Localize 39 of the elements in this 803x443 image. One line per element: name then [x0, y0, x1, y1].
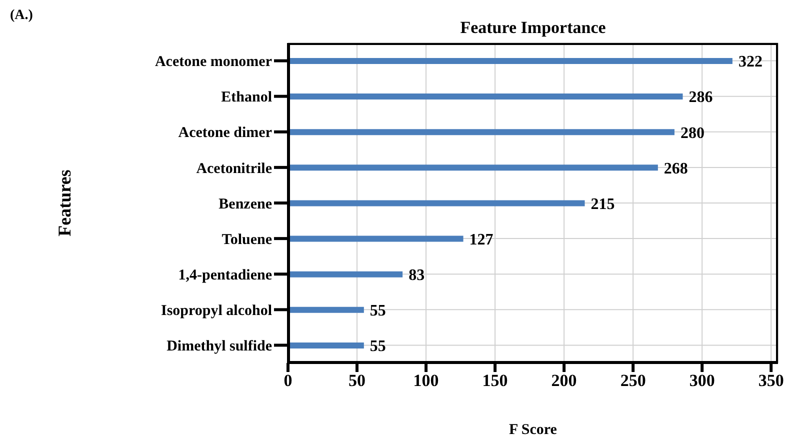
- bar: [288, 200, 585, 206]
- bar: [288, 164, 658, 171]
- x-axis-title: F Score: [508, 422, 558, 439]
- x-tick-label: 0: [284, 371, 292, 390]
- y-tick-label: Acetonitrile: [196, 160, 272, 177]
- bar: [288, 58, 732, 64]
- y-tick-label: Isopropyl alcohol: [161, 302, 272, 319]
- x-tick-label: 150: [482, 371, 508, 390]
- data-label: 280: [680, 124, 704, 142]
- x-tick-label: 250: [620, 371, 646, 390]
- y-tick-label: Ethanol: [221, 90, 272, 106]
- bar: [288, 306, 364, 313]
- bar: [288, 271, 403, 278]
- data-label: 322: [738, 54, 762, 71]
- data-label: 83: [408, 267, 425, 284]
- x-tick-label: 100: [413, 371, 439, 390]
- data-label: 268: [664, 160, 688, 178]
- data-label: 215: [590, 196, 615, 213]
- bar: [288, 129, 674, 136]
- text: (A.): [10, 8, 33, 24]
- y-axis-title: Features: [54, 170, 76, 236]
- x-tick-label: 300: [689, 371, 715, 390]
- y-tick-label: Benzene: [218, 196, 272, 212]
- bar: [288, 94, 683, 100]
- y-tick-label: Toluene: [222, 232, 272, 248]
- y-tick-label: Acetone monomer: [154, 54, 272, 70]
- data-label: 127: [469, 231, 494, 248]
- data-label: 286: [688, 89, 713, 106]
- bar: [288, 342, 364, 348]
- bar: [288, 236, 464, 242]
- data-label: 55: [370, 302, 386, 320]
- x-tick-label: 350: [758, 371, 784, 390]
- x-tick-label: 50: [348, 371, 366, 390]
- x-tick-label: 200: [551, 371, 577, 390]
- y-tick-label: Acetone dimer: [178, 125, 272, 142]
- data-label: 55: [370, 338, 386, 356]
- y-tick-label: 1,4-pentadiene: [178, 267, 272, 284]
- chart-title: Feature Importance: [459, 18, 607, 38]
- y-tick-label: Dimethyl sulfide: [166, 338, 272, 355]
